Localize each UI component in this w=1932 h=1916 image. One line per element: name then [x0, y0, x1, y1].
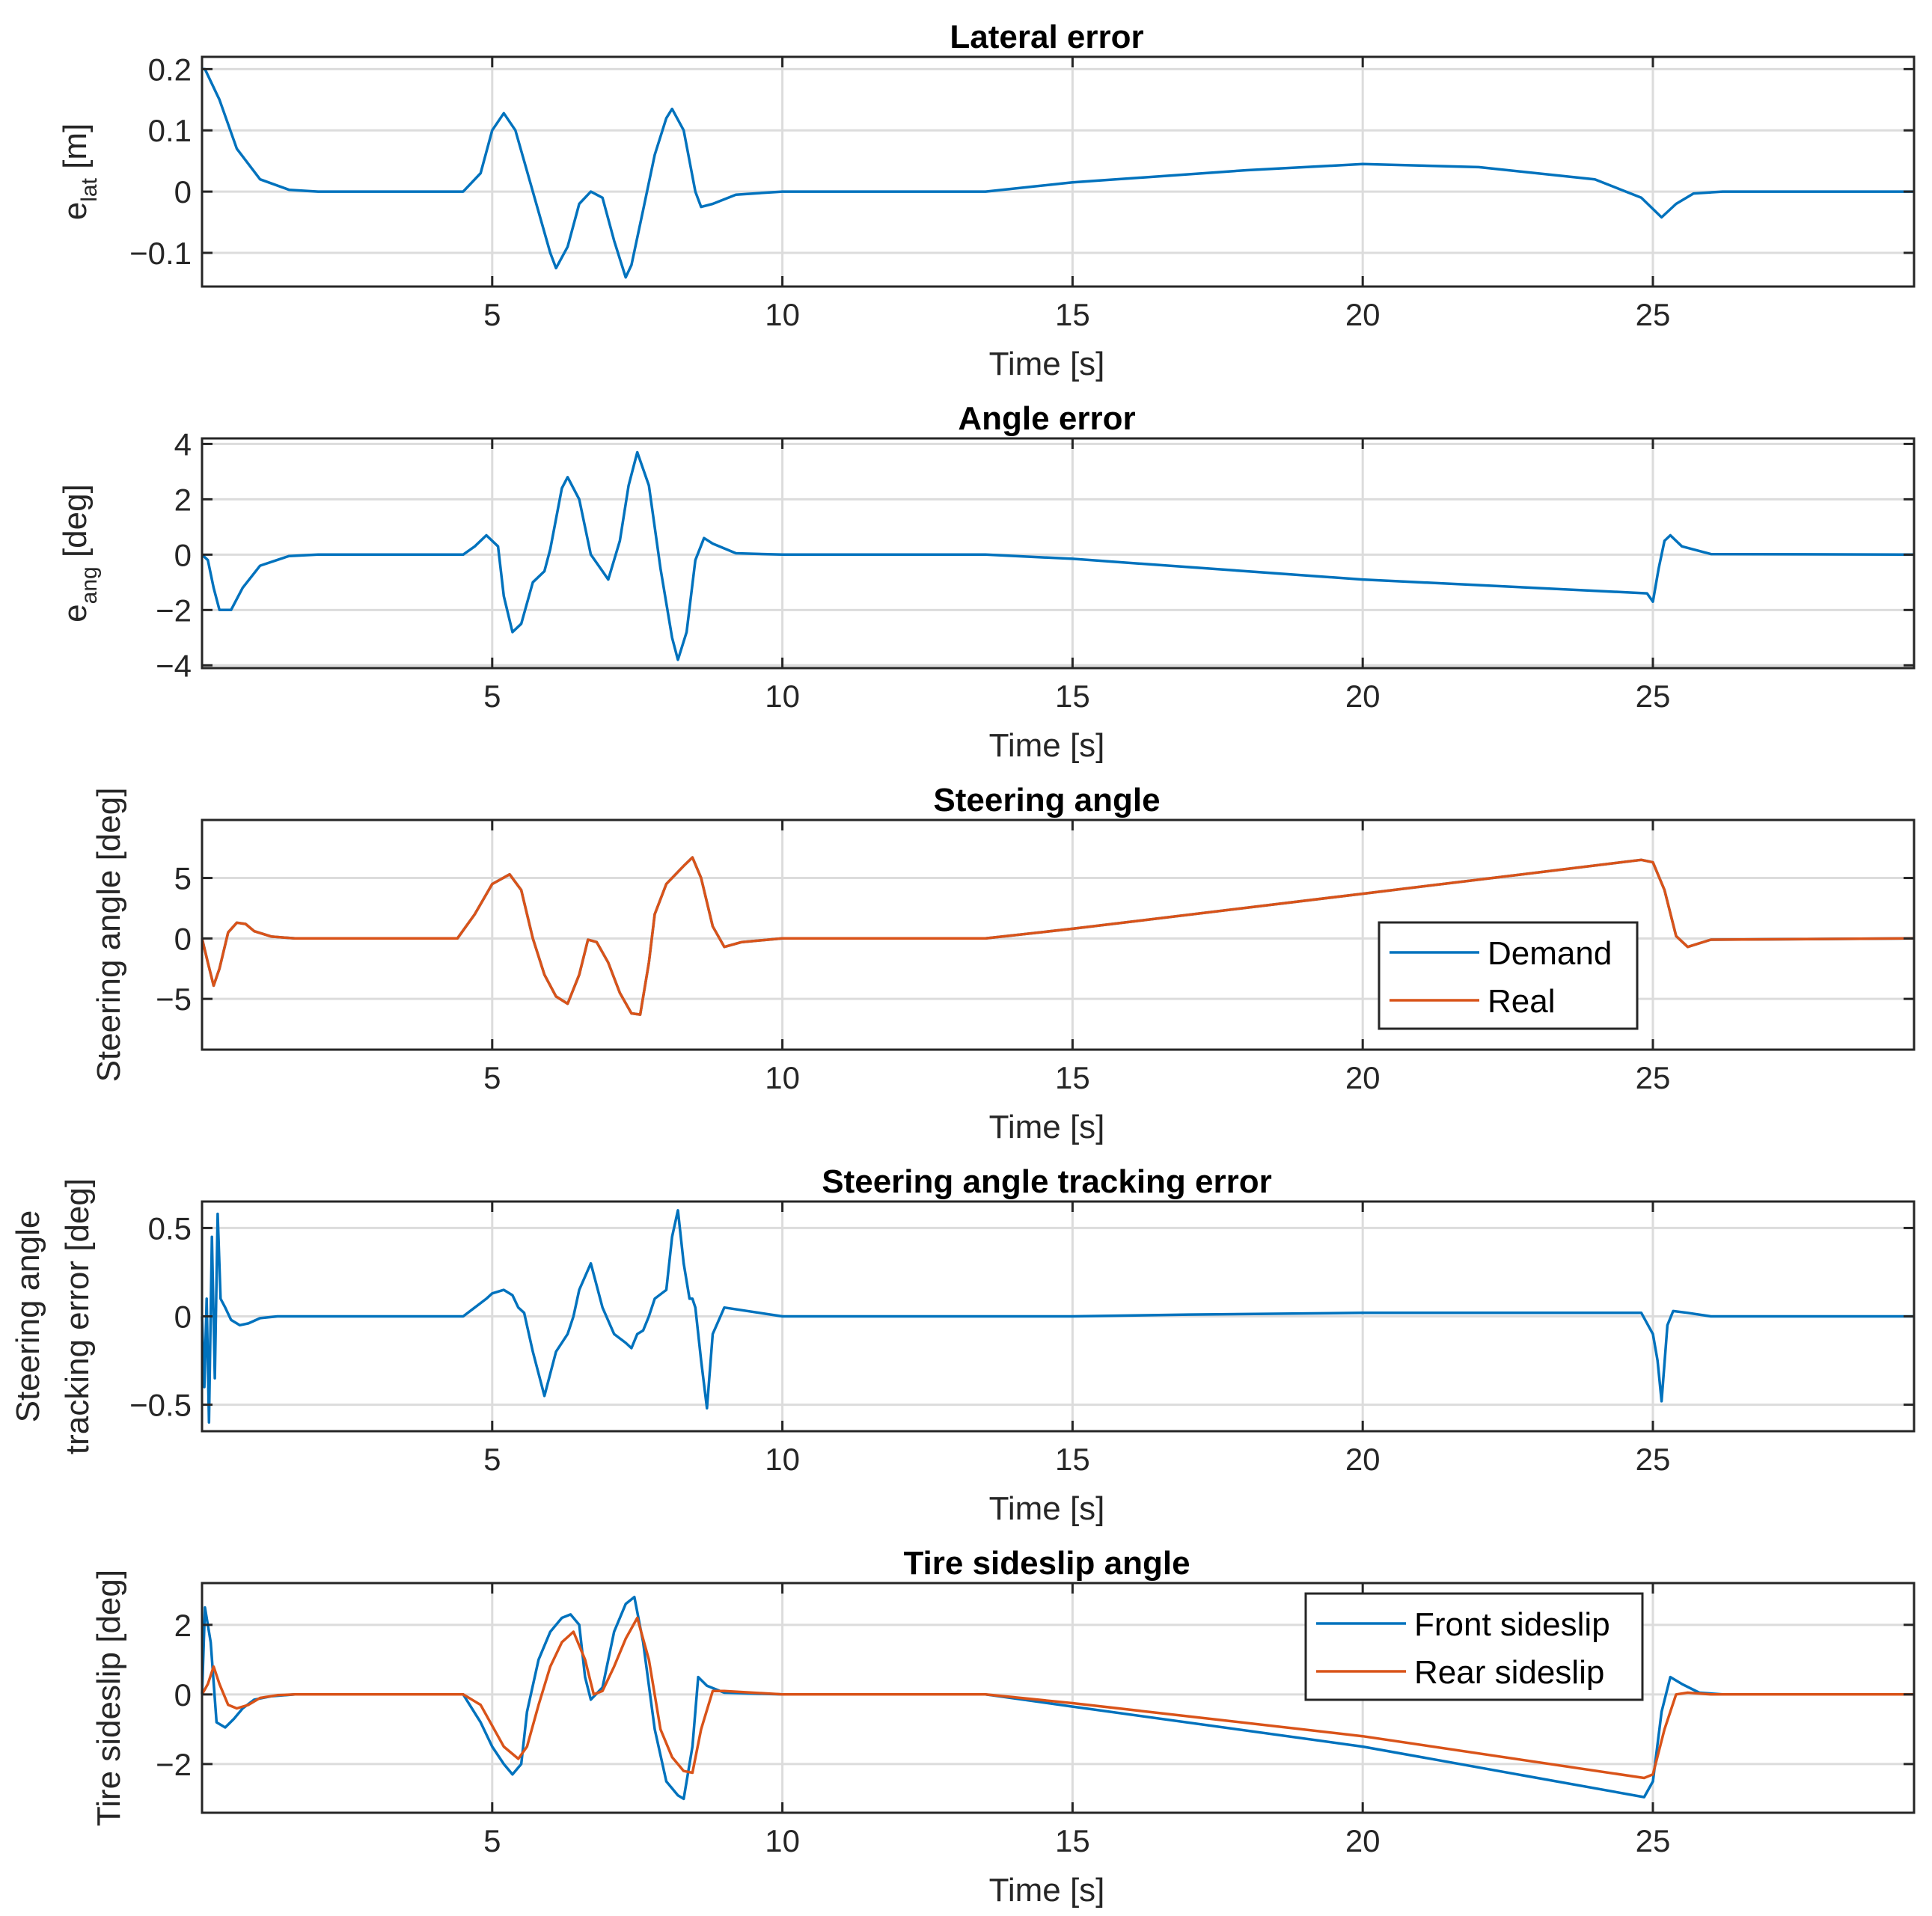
y-tick-label: −5: [156, 982, 192, 1017]
x-tick-label: 10: [765, 1060, 800, 1095]
y-axis-label-line1: Steering angle: [10, 1210, 46, 1423]
y-tick-label: −0.5: [129, 1388, 192, 1423]
y-tick-label: 2: [174, 1608, 192, 1643]
y-axis-label: Steering angle [deg]: [91, 788, 127, 1083]
legend: Demand Real: [1378, 921, 1639, 1030]
axes-box: [201, 818, 1916, 1051]
y-axis-label: eang [deg]: [57, 484, 102, 622]
x-tick-label: 25: [1636, 1442, 1671, 1477]
chart-title: Tire sideslip angle: [903, 1545, 1190, 1582]
x-tick-label: 10: [765, 297, 800, 332]
series-line-real: [201, 856, 1915, 1016]
y-tick-label: −0.1: [129, 236, 192, 271]
panel-4: 5 10 15 20 25 −0.5 0 0.5 Steering angle tracking…: [10, 1163, 1916, 1527]
y-tick-label: 4: [174, 426, 192, 462]
y-tick-label: 0: [174, 537, 192, 572]
series-line-rear-sideslip: [201, 1616, 1914, 1780]
chart-title: Steering angle: [933, 782, 1160, 818]
y-tick-label: 0: [174, 174, 192, 209]
x-axis-label: Time [s]: [989, 1490, 1105, 1527]
legend-label: Front sideslip: [1414, 1606, 1610, 1643]
x-tick-label: 25: [1636, 1060, 1671, 1095]
plot-area: [202, 438, 1914, 668]
y-axis-label: Tire sideslip [deg]: [91, 1570, 127, 1826]
y-tick-label: 0: [174, 1300, 192, 1335]
legend: Front sideslip Rear sideslip: [1304, 1592, 1644, 1701]
x-tick-label: 5: [483, 297, 501, 332]
x-tick-label: 20: [1345, 679, 1381, 714]
x-tick-label: 15: [1055, 297, 1090, 332]
x-tick-label: 20: [1345, 1060, 1381, 1095]
plot-area: [202, 1583, 1914, 1813]
x-tick-label: 15: [1055, 679, 1090, 714]
chart-title: Lateral error: [950, 19, 1143, 55]
x-tick-label: 25: [1636, 679, 1671, 714]
x-tick-label: 5: [483, 1060, 501, 1095]
x-tick-label: 5: [483, 1442, 501, 1477]
chart-title: Steering angle tracking error: [822, 1163, 1272, 1200]
x-tick-label: 5: [483, 679, 501, 714]
legend-box: [1304, 1592, 1644, 1701]
series-line-e-ang: [201, 450, 1915, 661]
axes-box: [201, 55, 1916, 288]
legend-label: Rear sideslip: [1414, 1654, 1604, 1691]
x-axis-label: Time [s]: [989, 1109, 1105, 1145]
y-tick-label: 0.5: [148, 1210, 192, 1246]
x-tick-label: 10: [765, 679, 800, 714]
y-tick-label: −2: [156, 1747, 192, 1782]
y-tick-label: 0: [174, 921, 192, 956]
y-axis-label-line2: tracking error [deg]: [59, 1178, 96, 1454]
y-axis-label: elat [m]: [57, 123, 102, 221]
x-tick-label: 20: [1345, 1823, 1381, 1858]
panel-2: 5 10 15 20 25 −4 −2 0 2 4 Angle error Time [s] eang …: [57, 400, 1916, 764]
x-tick-label: 25: [1636, 297, 1671, 332]
x-tick-label: 10: [765, 1823, 800, 1858]
series-line-e-lat: [202, 67, 1914, 279]
y-tick-label: 0.2: [148, 52, 192, 87]
x-axis-label: Time [s]: [989, 346, 1105, 382]
y-tick-label: 0: [174, 1677, 192, 1713]
x-tick-label: 20: [1345, 297, 1381, 332]
x-tick-label: 15: [1055, 1442, 1090, 1477]
x-tick-label: 15: [1055, 1060, 1090, 1095]
x-axis-label: Time [s]: [989, 727, 1105, 764]
y-tick-label: 5: [174, 861, 192, 896]
plot-area: [202, 57, 1914, 287]
series-line-tracking-error: [201, 1209, 1914, 1424]
chart-title: Angle error: [958, 400, 1135, 437]
legend-box: [1378, 921, 1639, 1030]
x-tick-label: 15: [1055, 1823, 1090, 1858]
y-tick-label: −4: [156, 648, 192, 683]
y-tick-label: −2: [156, 593, 192, 628]
x-tick-label: 20: [1345, 1442, 1381, 1477]
x-tick-label: 25: [1636, 1823, 1671, 1858]
axes-box: [201, 1582, 1916, 1814]
y-tick-label: 2: [174, 482, 192, 517]
panel-3: 5 10 15 20 25 −5 0 5 Steering angle Time [s] Steer…: [91, 782, 1916, 1145]
x-tick-label: 5: [483, 1823, 501, 1858]
legend-label: Demand: [1488, 935, 1612, 972]
y-tick-label: 0.1: [148, 113, 192, 148]
legend-label: Real: [1488, 983, 1556, 1020]
x-tick-label: 10: [765, 1442, 800, 1477]
panel-1: 5 10 15 20 25 −0.1 0 0.1 0.2 Lateral error Time [s…: [57, 19, 1916, 382]
panel-5: 5 10 15 20 25 −2 0 2 Tire sideslip angle Time [s]…: [91, 1545, 1916, 1909]
axes-box: [201, 437, 1916, 670]
x-axis-label: Time [s]: [989, 1872, 1105, 1909]
